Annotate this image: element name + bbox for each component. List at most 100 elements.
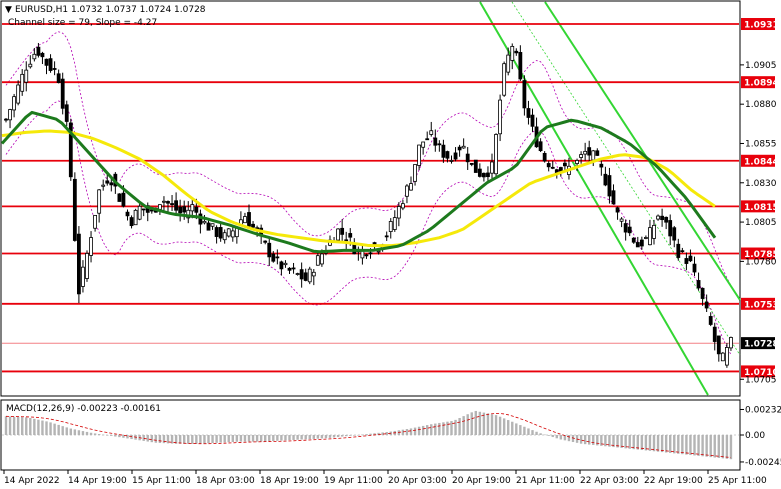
macd-bar	[543, 434, 546, 436]
candle-body	[157, 204, 162, 210]
candle-body	[40, 52, 45, 58]
candle	[267, 237, 272, 266]
candle-body	[283, 262, 288, 266]
macd-bar	[272, 435, 275, 442]
macd-bar	[478, 411, 482, 435]
candle	[93, 214, 97, 232]
candle-body	[109, 182, 114, 186]
candle-body	[429, 130, 434, 135]
macd-bar	[122, 435, 125, 438]
macd-bar	[247, 435, 251, 442]
level-tag	[741, 247, 775, 260]
time-tick-label: 18 Apr 03:00	[196, 476, 255, 486]
macd-bar	[142, 435, 145, 441]
candle	[97, 189, 102, 223]
candle	[141, 208, 146, 217]
candle-body	[101, 184, 106, 187]
candle-body	[615, 207, 620, 213]
level-tag-label: 1.0815	[744, 203, 779, 213]
macd-bar	[486, 413, 490, 435]
candle-body	[550, 166, 555, 169]
candle	[664, 216, 669, 230]
level-tag-label: 1.0931	[744, 21, 779, 31]
macd-bar	[183, 435, 186, 444]
candle	[656, 214, 660, 221]
macd-bar	[16, 416, 20, 435]
macd-bar	[551, 435, 554, 438]
candle	[457, 144, 462, 157]
macd-bar	[349, 435, 352, 436]
candle	[510, 43, 515, 70]
candle	[599, 157, 604, 176]
macd-bar	[648, 435, 652, 451]
candle	[295, 272, 300, 276]
macd-bar	[239, 435, 243, 442]
macd-bar	[620, 435, 623, 448]
candle-body	[453, 152, 458, 160]
macd-bar	[102, 434, 105, 436]
candle	[275, 249, 280, 265]
candle	[716, 335, 721, 362]
candle-body	[149, 209, 154, 212]
macd-bar	[340, 435, 344, 437]
candle	[40, 51, 45, 65]
candle	[461, 138, 466, 149]
macd-bar	[320, 435, 324, 439]
macd-bar	[353, 435, 356, 436]
macd-bar	[191, 435, 194, 444]
candle	[247, 204, 251, 227]
candle-body	[222, 232, 227, 241]
macd-bar	[409, 428, 413, 435]
candle	[166, 200, 170, 212]
macd-bar	[664, 435, 668, 453]
macd-bar	[21, 417, 24, 435]
candle-body	[311, 271, 316, 277]
macd-bar	[207, 435, 210, 444]
macd-bar	[255, 435, 259, 442]
macd-bar	[231, 435, 234, 442]
candle	[676, 238, 681, 261]
macd-bar	[632, 435, 635, 450]
candle-body	[704, 301, 709, 309]
candle	[32, 47, 37, 62]
candle	[729, 336, 733, 351]
macd-bar	[705, 435, 708, 457]
candle	[52, 61, 57, 76]
candle	[700, 287, 705, 306]
candle-body	[656, 215, 660, 220]
candle	[279, 260, 284, 276]
candle	[125, 209, 130, 221]
candle-body	[218, 227, 223, 239]
candle-body	[595, 150, 600, 156]
candle	[64, 100, 69, 127]
macd-bar	[199, 435, 202, 444]
candle-body	[627, 226, 632, 234]
macd-bar	[673, 435, 676, 454]
candle	[68, 118, 73, 181]
macd-bar	[37, 419, 40, 435]
candle-body	[68, 122, 73, 178]
candle	[668, 214, 673, 246]
macd-bar	[33, 418, 36, 435]
candle-body	[514, 50, 519, 54]
macd-bar	[85, 431, 89, 435]
macd-bar	[284, 435, 287, 441]
candle	[587, 140, 592, 162]
candle-body	[263, 240, 268, 243]
candle	[311, 269, 316, 286]
macd-bar	[502, 418, 506, 435]
macd-bar	[377, 432, 380, 435]
candle-body	[725, 347, 729, 366]
candle-body	[81, 266, 85, 287]
candle	[243, 212, 247, 224]
candle-body	[449, 160, 454, 162]
candle-body	[307, 268, 312, 283]
candle	[48, 54, 53, 73]
macd-bar	[482, 412, 486, 435]
candle	[725, 343, 729, 368]
candle-body	[510, 45, 515, 61]
candle	[425, 131, 430, 141]
macd-bar	[276, 435, 279, 441]
candle-body	[445, 151, 450, 159]
